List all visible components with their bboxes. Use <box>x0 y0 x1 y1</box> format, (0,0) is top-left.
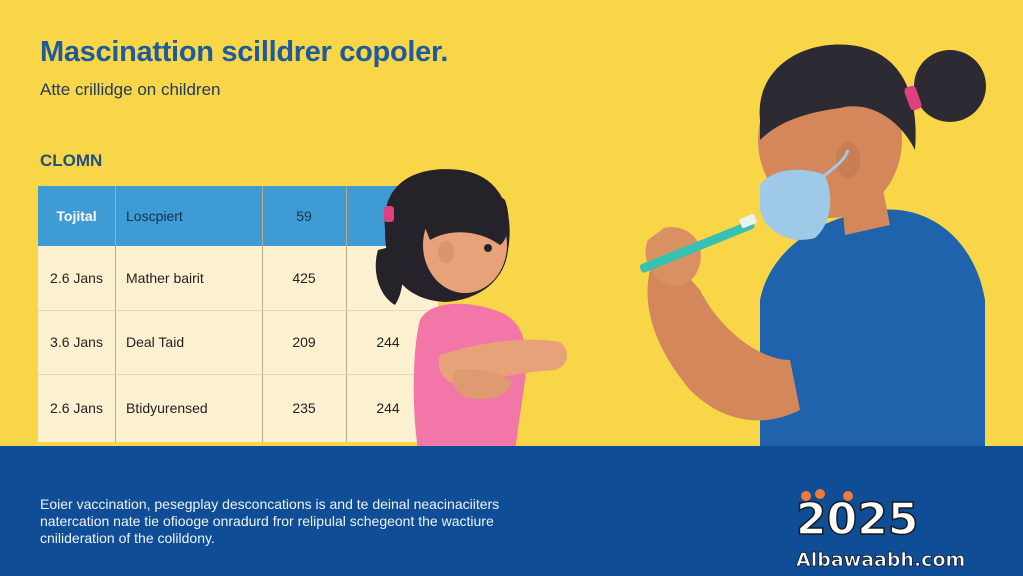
footer-line: natercation nate tie ofiooge onradurd fr… <box>40 513 494 529</box>
data-table: Tojital Loscpiert 59 2.6 Jans Mather bai… <box>38 186 438 442</box>
table-cell: 425 <box>292 270 316 286</box>
child-figure <box>375 169 568 450</box>
column-header: Loscpiert <box>126 208 183 224</box>
table-divider <box>38 310 438 311</box>
footer-band <box>0 446 1023 576</box>
column-header: Tojital <box>56 208 97 224</box>
table-cell: 2.6 Jans <box>50 400 103 416</box>
table-divider <box>115 186 116 442</box>
table-cell: 244 <box>376 334 400 350</box>
table-cell: 2.6 Jans <box>50 270 103 286</box>
footer-line: cnilideration of the colildony. <box>40 530 215 546</box>
table-cell: Deal Taid <box>126 334 185 350</box>
table-heading: CLOMN <box>40 151 103 170</box>
table-divider <box>346 186 347 442</box>
table-cell: 244 <box>376 400 400 416</box>
logo-site-name: Albawaabh.com <box>796 549 965 571</box>
table-cell: 209 <box>292 334 316 350</box>
table-divider <box>38 374 438 375</box>
footer-description: Eoier vaccination, pesegplay desconcatio… <box>40 496 600 547</box>
page-subtitle: Atte crillidge on children <box>40 80 221 99</box>
site-logo: 2025 Albawaabh.com <box>795 489 966 571</box>
syringe-icon <box>639 213 757 273</box>
footer-line: Eoier vaccination, pesegplay desconcatio… <box>40 496 500 512</box>
table-cell: Mather bairit <box>126 270 204 286</box>
table-row: 2.6 Jans Btidyurensed 235 244 <box>38 374 438 442</box>
vaccination-illustration <box>375 44 986 450</box>
table-divider <box>262 186 263 442</box>
logo-year: 2025 <box>796 494 918 545</box>
page-title: Mascinattion scilldrer copoler. <box>40 36 449 68</box>
table-header-row: Tojital Loscpiert 59 <box>38 186 438 246</box>
table-cell: Btidyurensed <box>126 400 208 416</box>
health-worker-figure <box>639 44 986 450</box>
table-cell: 3.6 Jans <box>50 334 103 350</box>
table-row: 3.6 Jans Deal Taid 209 244 <box>38 310 438 374</box>
column-header: 59 <box>296 208 312 224</box>
table-row: 2.6 Jans Mather bairit 425 2 <box>38 246 438 310</box>
table-cell: 235 <box>292 400 316 416</box>
